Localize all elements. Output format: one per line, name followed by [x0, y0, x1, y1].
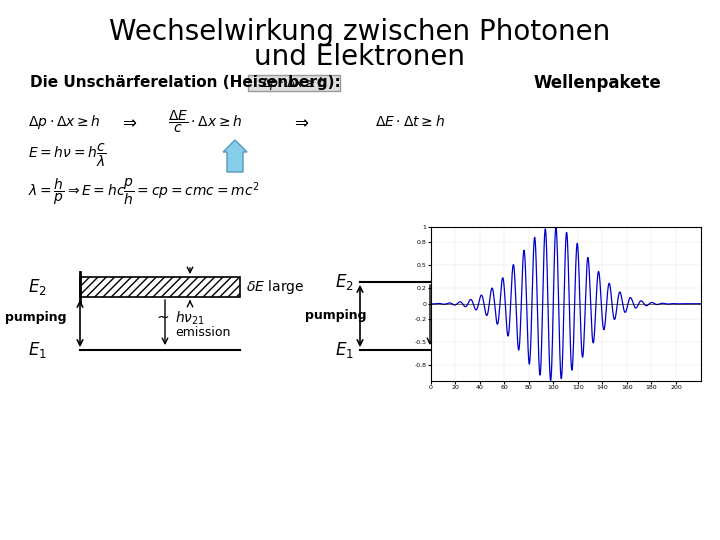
Text: $E_1$: $E_1$ [335, 340, 354, 360]
Text: $\sim h\nu_{21}$: $\sim h\nu_{21}$ [432, 309, 479, 327]
Text: pumping: pumping [5, 312, 66, 325]
Text: $E_2$: $E_2$ [28, 277, 47, 297]
FancyArrow shape [223, 140, 247, 172]
Text: $\lambda = \dfrac{h}{p} \Rightarrow E = hc\dfrac{p}{h} = cp = cmc = mc^{2}$: $\lambda = \dfrac{h}{p} \Rightarrow E = … [28, 177, 259, 207]
Bar [80, 277, 240, 297]
Text: $\delta t$ large: $\delta t$ large [567, 233, 627, 252]
Text: $\dfrac{\Delta E}{c} \cdot \Delta x \geq h$: $\dfrac{\Delta E}{c} \cdot \Delta x \geq… [168, 109, 242, 135]
Text: $h\nu_{21}$: $h\nu_{21}$ [175, 309, 205, 327]
Text: $E_2$: $E_2$ [335, 272, 354, 292]
Text: und Elektronen: und Elektronen [254, 43, 466, 71]
Bar [248, 75, 340, 91]
Text: pumping: pumping [305, 309, 366, 322]
Text: $\Delta E \cdot \Delta t \geq h$: $\Delta E \cdot \Delta t \geq h$ [375, 114, 445, 130]
Text: emission: emission [175, 327, 230, 340]
Text: $\Rightarrow$: $\Rightarrow$ [119, 113, 138, 131]
Text: Die Unschärferelation (Heisenberg):: Die Unschärferelation (Heisenberg): [30, 75, 341, 90]
Text: $E_1$: $E_1$ [28, 340, 47, 360]
Text: $\Rightarrow$: $\Rightarrow$ [291, 113, 309, 131]
Text: $\Delta p \cdot \Delta x \geq h$: $\Delta p \cdot \Delta x \geq h$ [261, 75, 327, 91]
Text: Wechselwirkung zwischen Photonen: Wechselwirkung zwischen Photonen [109, 18, 611, 46]
Text: $\Delta p \cdot \Delta x \geq h$: $\Delta p \cdot \Delta x \geq h$ [28, 113, 101, 131]
Text: Wellenpakete: Wellenpakete [533, 74, 661, 92]
Text: $\delta t$ large: $\delta t$ large [440, 251, 495, 269]
Text: $\delta E$ large: $\delta E$ large [246, 278, 305, 296]
Text: $\sim$: $\sim$ [154, 308, 170, 323]
Text: $E = h\nu = h\dfrac{c}{\lambda}$: $E = h\nu = h\dfrac{c}{\lambda}$ [28, 141, 107, 168]
